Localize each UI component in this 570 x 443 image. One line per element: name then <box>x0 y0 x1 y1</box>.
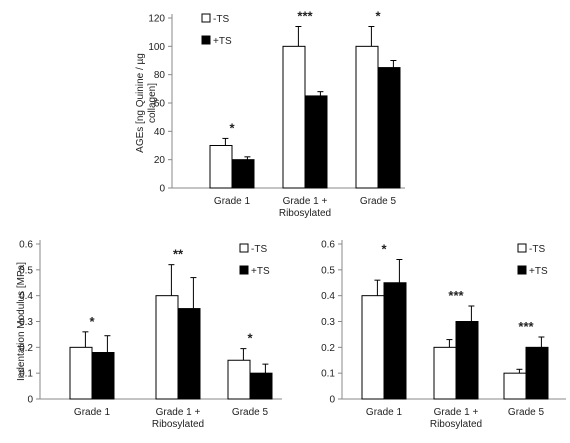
bar-minus-ts <box>361 295 385 400</box>
category-label-line: Ribosylated <box>152 419 204 430</box>
legend-swatch-plus-ts <box>239 265 249 275</box>
y-tick-label: 0.1 <box>19 369 33 380</box>
y-tick-label: 0.3 <box>19 317 33 328</box>
y-tick-label: 120 <box>148 14 165 25</box>
category-label: Grade 1 + Ribosylated <box>152 407 204 430</box>
y-tick-label: 100 <box>148 42 165 53</box>
significance-label: ** <box>173 247 184 262</box>
y-tick-label: 40 <box>154 127 166 138</box>
category-label: Grade 1 <box>74 407 111 418</box>
y-tick-label: 0 <box>329 395 335 406</box>
category-label-line: Grade 1 <box>366 407 403 418</box>
legend-label: +TS <box>251 266 270 277</box>
legend-label: -TS <box>251 244 267 255</box>
chart-1: 0 20 40 60 80 100 120 AGEs [ng Quinine / µgcoll… <box>135 9 405 219</box>
y-tick-label: 60 <box>154 99 166 110</box>
bar-minus-ts <box>227 359 251 400</box>
bar-plus-ts <box>177 308 201 400</box>
bar-plus-ts <box>231 159 255 189</box>
y-tick-label: 80 <box>154 70 166 81</box>
bar-minus-ts <box>503 372 527 400</box>
bar-minus-ts <box>69 346 93 400</box>
legend-swatch-minus-ts <box>517 243 527 253</box>
category-label: Grade 1 <box>366 407 403 418</box>
category-label-line: Grade 1 + <box>434 407 479 418</box>
significance-label: *** <box>518 319 534 334</box>
category-label-line: Grade 5 <box>360 196 397 207</box>
category-label: Grade 1 + Ribosylated <box>430 407 482 430</box>
legend-label: +TS <box>213 36 232 47</box>
significance-label: *** <box>448 288 464 303</box>
category-label: Grade 5 <box>508 407 545 418</box>
significance-label: *** <box>297 9 313 24</box>
bar-plus-ts <box>525 346 549 400</box>
bar-plus-ts <box>249 372 273 400</box>
y-tick-label: 0.4 <box>321 291 335 302</box>
y-tick-label: 0.1 <box>321 369 335 380</box>
category-label: Grade 5 <box>232 407 269 418</box>
y-tick-label: 0.6 <box>19 240 33 251</box>
significance-label: * <box>375 9 381 24</box>
bar-minus-ts <box>282 45 306 189</box>
legend-swatch-minus-ts <box>201 13 211 23</box>
category-label: Grade 5 <box>360 196 397 207</box>
bar-minus-ts <box>355 45 379 189</box>
category-label: Grade 1 <box>214 196 251 207</box>
y-tick-label: 20 <box>154 155 166 166</box>
category-label: Grade 1 + Ribosylated <box>279 196 331 219</box>
legend-label: -TS <box>213 14 229 25</box>
category-label-line: Grade 1 <box>214 196 251 207</box>
significance-label: * <box>247 331 253 346</box>
category-label-line: Grade 5 <box>508 407 545 418</box>
significance-label: * <box>381 242 387 257</box>
chart-2: 0 0.1 0.2 0.3 0.4 0.5 0.6 Indentation Modulus [… <box>16 240 282 430</box>
category-label-line: Grade 5 <box>232 407 269 418</box>
y-tick-label: 0.3 <box>321 317 335 328</box>
chart-3: 0 0.1 0.2 0.3 0.4 0.5 0.6 * Grade 1 *** Grade 1 + R… <box>321 240 566 430</box>
y-tick-label: 0.4 <box>19 291 33 302</box>
legend-swatch-minus-ts <box>239 243 249 253</box>
y-axis-label: AGEs [ng Quinine / µgcollagen] <box>135 53 158 153</box>
category-label-line: Grade 1 <box>74 407 111 418</box>
y-axis-label-line: AGEs [ng Quinine / µg <box>135 53 146 153</box>
bar-plus-ts <box>304 95 328 189</box>
bar-plus-ts <box>455 321 479 400</box>
legend-label: -TS <box>529 244 545 255</box>
category-label-line: Ribosylated <box>430 419 482 430</box>
significance-label: * <box>229 120 235 135</box>
legend-swatch-plus-ts <box>201 35 211 45</box>
y-axis-label-line: collagen] <box>147 83 158 123</box>
category-label-line: Ribosylated <box>279 208 331 219</box>
bar-minus-ts <box>433 346 457 400</box>
bar-plus-ts <box>383 282 407 400</box>
y-axis-label: Indentation Modulus [MPa] <box>16 262 27 381</box>
y-tick-label: 0 <box>27 395 33 406</box>
bar-minus-ts <box>209 145 233 189</box>
y-tick-label: 0.2 <box>19 343 33 354</box>
y-tick-label: 0.5 <box>19 265 33 276</box>
y-tick-label: 0.2 <box>321 343 335 354</box>
y-tick-label: 0.6 <box>321 240 335 251</box>
y-tick-label: 0.5 <box>321 265 335 276</box>
category-label-line: Grade 1 + <box>156 407 201 418</box>
significance-label: * <box>89 314 95 329</box>
y-tick-label: 0 <box>159 184 165 195</box>
legend-label: +TS <box>529 266 548 277</box>
legend-swatch-plus-ts <box>517 265 527 275</box>
bar-plus-ts <box>91 352 115 400</box>
bar-minus-ts <box>155 295 179 400</box>
bar-plus-ts <box>377 67 401 189</box>
category-label-line: Grade 1 + <box>283 196 328 207</box>
